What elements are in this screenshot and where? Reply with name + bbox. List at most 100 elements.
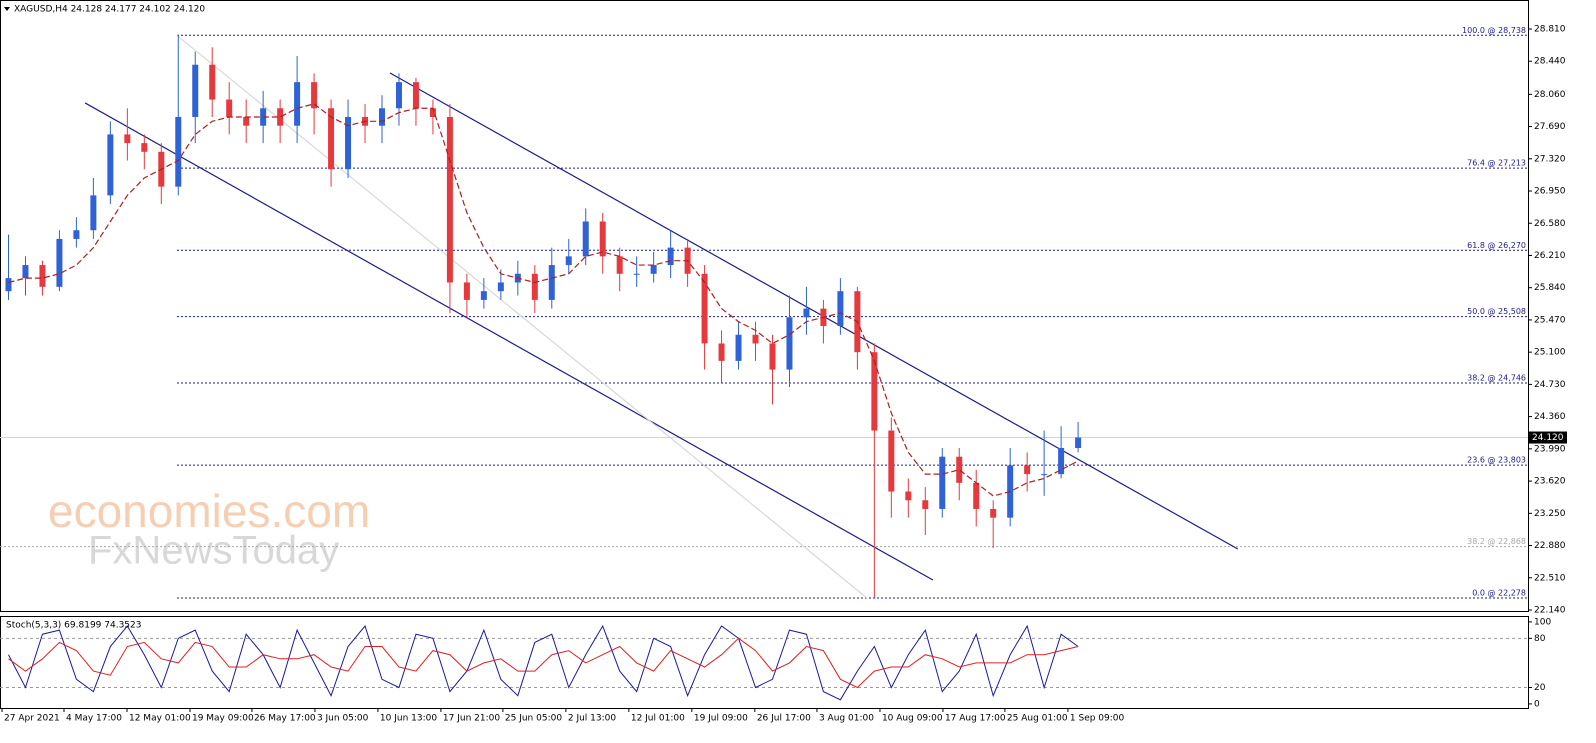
candle-body [871, 352, 878, 431]
y-tick-label: 25.100 [1534, 348, 1566, 358]
candle-body [277, 108, 284, 126]
candle-body [497, 282, 504, 292]
candle-body [735, 334, 742, 361]
candle-body [90, 195, 97, 231]
candle-body [328, 108, 335, 170]
y-tick-label: 0 [1534, 699, 1540, 709]
candle-body [1075, 437, 1082, 448]
y-tick-label: 26.950 [1534, 187, 1566, 197]
y-tick-label: 23.250 [1534, 509, 1566, 519]
stoch-frame [0, 616, 1529, 709]
candle-body [243, 116, 250, 126]
candle-body [1058, 447, 1065, 475]
candle-body [565, 256, 572, 266]
candle-body [294, 82, 301, 126]
candle-body [209, 64, 216, 100]
watermark-sub: FxNewsToday [88, 529, 339, 573]
trendline [176, 34, 868, 599]
candle-body [175, 116, 182, 187]
candle-body [311, 82, 318, 109]
x-tick-label: 12 Jul 01:00 [631, 714, 685, 724]
moving-average [8, 103, 1079, 497]
y-tick-label: 25.840 [1534, 283, 1566, 293]
y-tick-label: 23.990 [1534, 444, 1566, 454]
chart-title: XAGUSD,H4 24.128 24.177 24.102 24.120 [14, 5, 205, 15]
candle-body [463, 282, 470, 300]
candle-body [650, 265, 657, 274]
x-tick-label: 1 Sep 09:00 [1070, 714, 1125, 724]
candle-body [73, 230, 80, 239]
candle-body [429, 108, 436, 117]
candle-body [1041, 474, 1048, 476]
candle-body [446, 116, 453, 283]
candle-body [956, 456, 963, 483]
candle-body [667, 247, 674, 266]
x-tick-label: 26 May 17:00 [254, 714, 316, 724]
candle-body [599, 221, 606, 257]
candle-body [803, 308, 810, 318]
candle-body [395, 82, 402, 109]
trendline [389, 72, 1239, 550]
stoch-title: Stoch(5,3,3) 69.8199 74.3523 [6, 621, 141, 631]
candle-body [22, 265, 29, 279]
y-tick-label: 22.140 [1534, 605, 1566, 615]
candle-body [5, 278, 12, 292]
y-tick-label: 28.060 [1534, 90, 1566, 100]
fib-label: 61.8 @ 26,270 [1467, 241, 1526, 250]
y-tick-label: 28.440 [1534, 57, 1566, 67]
fib-label: 38.2 @ 22,868 [1467, 537, 1526, 546]
y-tick-label: 22.510 [1534, 573, 1566, 583]
x-tick-label: 19 May 09:00 [192, 714, 254, 724]
candle-body [837, 291, 844, 327]
candle-body [905, 491, 912, 501]
price-label: 24.120 [1532, 433, 1564, 443]
candle-body [1024, 465, 1031, 475]
candle-body [39, 265, 46, 287]
fib-label: 38.2 @ 24,746 [1467, 374, 1526, 383]
x-tick-label: 3 Aug 01:00 [819, 714, 874, 724]
y-tick-label: 27.690 [1534, 122, 1566, 132]
y-tick-label: 28.810 [1534, 25, 1566, 35]
fib-label: 50.0 @ 25,508 [1467, 307, 1526, 316]
x-tick-label: 12 May 01:00 [129, 714, 191, 724]
fib-label: 100.0 @ 28,738 [1462, 26, 1526, 35]
y-tick-label: 22.880 [1534, 541, 1566, 551]
menu-icon [4, 7, 10, 11]
candle-body [379, 108, 385, 126]
fib-label: 0.0 @ 22,278 [1472, 588, 1526, 597]
price-box [1529, 431, 1567, 444]
watermark-brand: economies.com [48, 485, 370, 537]
stoch-line [8, 637, 1079, 689]
candle-body [633, 273, 640, 275]
x-tick-label: 17 Aug 17:00 [945, 714, 1006, 724]
candle-body [752, 334, 759, 344]
candle-body [973, 482, 980, 509]
x-tick-label: 25 Jun 05:00 [505, 714, 562, 724]
candle-body [786, 317, 793, 370]
stoch-line [8, 624, 1079, 701]
y-tick-label: 26.580 [1534, 219, 1566, 229]
y-tick-label: 24.360 [1534, 412, 1566, 422]
x-tick-label: 10 Aug 09:00 [882, 714, 943, 724]
candle-body [718, 343, 725, 361]
x-tick-label: 26 Jul 17:00 [757, 714, 811, 724]
y-tick-label: 23.620 [1534, 477, 1566, 487]
x-tick-label: 2 Jul 13:00 [568, 714, 617, 724]
trendline [84, 102, 934, 581]
candle-body [345, 116, 352, 170]
candle-body [990, 508, 997, 518]
candle-body [582, 221, 589, 257]
x-tick-label: 17 Jun 21:00 [443, 714, 500, 724]
candle-body [769, 343, 776, 370]
candle-body [888, 430, 895, 492]
y-tick-label: 26.210 [1534, 251, 1566, 261]
x-tick-label: 10 Jun 13:00 [380, 714, 437, 724]
x-tick-label: 4 May 17:00 [66, 714, 122, 724]
main-frame [0, 0, 1529, 612]
candle-body [141, 143, 148, 152]
x-tick-label: 3 Jun 05:00 [317, 714, 369, 724]
y-tick-label: 100 [1534, 617, 1551, 627]
y-tick-label: 25.470 [1534, 315, 1566, 325]
